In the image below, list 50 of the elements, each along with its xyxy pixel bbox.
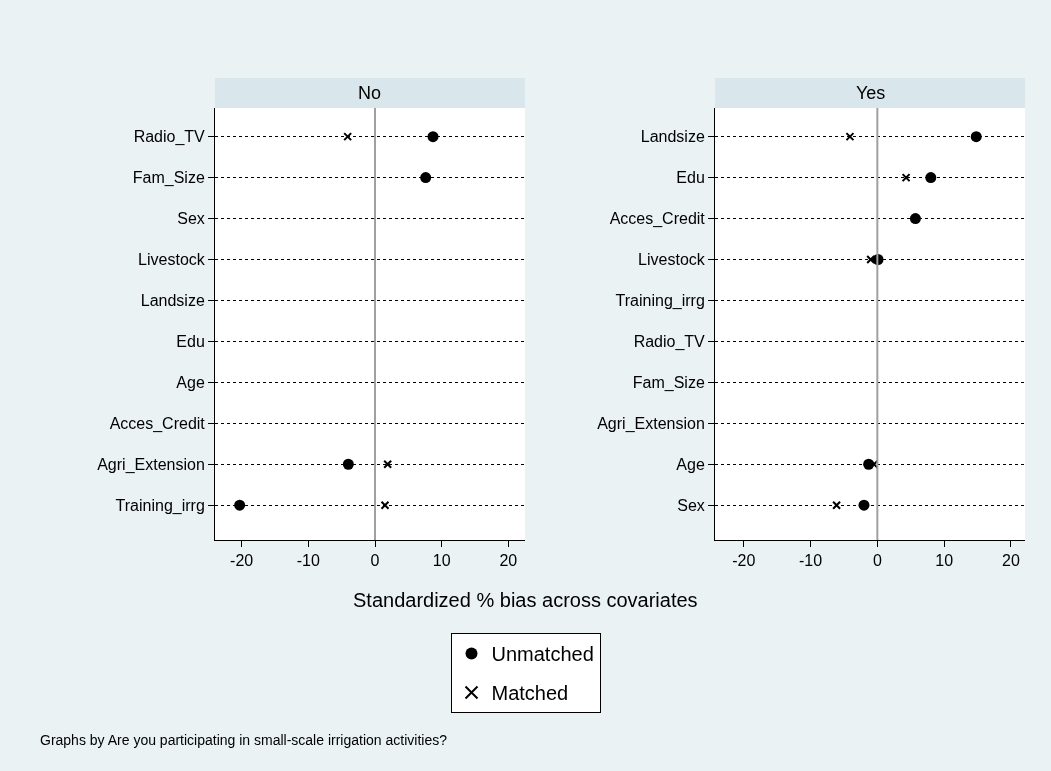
y-tick-label: Training_irrg bbox=[115, 496, 205, 515]
point bbox=[925, 172, 937, 184]
point bbox=[845, 132, 855, 142]
point bbox=[901, 173, 911, 183]
y-tick-label: Training_irrg bbox=[615, 292, 705, 311]
y-tick-label: Sex bbox=[177, 210, 205, 228]
y-tick-label: Fam_Size bbox=[632, 373, 705, 392]
x-tick-label: -20 bbox=[230, 552, 254, 570]
x-axis-title: Standardized % bias across covariates bbox=[353, 589, 698, 611]
y-tick-label: Acces_Credit bbox=[109, 414, 206, 433]
point bbox=[380, 500, 390, 510]
point bbox=[383, 459, 393, 469]
point bbox=[234, 499, 246, 511]
legend-label: Matched bbox=[491, 682, 569, 705]
text: Graphs by Are you participating in small-scale irrigation activities? bbox=[40, 732, 448, 748]
y-tick-label: Landsize bbox=[140, 292, 205, 310]
y-tick-label: Edu bbox=[176, 333, 205, 350]
x-tick-label: 0 bbox=[872, 552, 882, 570]
y-tick-label: Edu bbox=[676, 169, 705, 187]
legend-label: Unmatched bbox=[491, 643, 594, 666]
x-tick-label: 20 bbox=[1002, 552, 1020, 570]
chart-title: Yes bbox=[856, 83, 886, 103]
y-tick-label: Agri_Extension bbox=[597, 414, 705, 433]
y-tick-label: Radio_TV bbox=[633, 333, 706, 351]
chart-title: No bbox=[358, 83, 382, 103]
y-tick-label: Agri_Extension bbox=[97, 455, 205, 474]
point bbox=[420, 172, 432, 184]
x-tick-label: 10 bbox=[935, 552, 954, 570]
x-tick-label: 20 bbox=[499, 552, 518, 570]
point bbox=[858, 499, 870, 511]
point bbox=[427, 131, 439, 143]
point bbox=[970, 131, 982, 143]
x-tick-label: -10 bbox=[296, 552, 320, 570]
y-tick-label: Age bbox=[676, 455, 705, 473]
x-tick-label: -20 bbox=[732, 552, 756, 570]
y-tick-label: Livestock bbox=[138, 251, 206, 269]
y-tick-label: Sex bbox=[677, 496, 705, 514]
x-tick-label: 10 bbox=[432, 552, 451, 570]
point bbox=[832, 500, 842, 510]
point bbox=[342, 458, 354, 470]
y-tick-label: Livestock bbox=[638, 251, 706, 269]
point bbox=[909, 213, 921, 225]
y-tick-label: Age bbox=[176, 373, 205, 391]
y-tick-label: Acces_Credit bbox=[609, 210, 706, 229]
x-tick-label: 0 bbox=[370, 552, 380, 570]
y-tick-label: Radio_TV bbox=[133, 128, 206, 147]
y-tick-label: Fam_Size bbox=[132, 169, 205, 188]
point bbox=[343, 132, 353, 142]
y-tick-label: Landsize bbox=[640, 128, 705, 146]
x-tick-label: -10 bbox=[798, 552, 823, 570]
